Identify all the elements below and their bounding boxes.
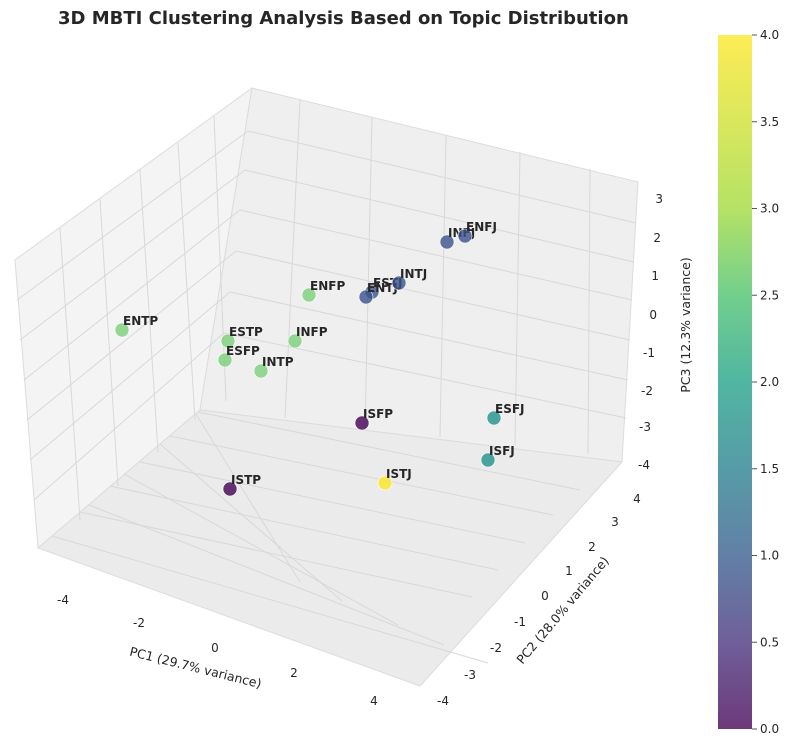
grid-lines (16, 99, 637, 664)
y-axis-ticks: -4 -3 -2 -1 0 1 2 34 (437, 492, 641, 708)
data-point-infp (287, 333, 303, 349)
data-point-label: INFP (296, 325, 328, 339)
data-point-label: ISFP (363, 407, 393, 421)
z-tick-label: -4 (638, 458, 650, 472)
y-tick-label: 4 (633, 492, 641, 506)
data-point-entj (358, 289, 374, 305)
z-tick-label: 1 (651, 269, 659, 283)
z-tick-label: -2 (641, 384, 653, 398)
data-point-intp (253, 363, 269, 379)
data-point-istj (377, 475, 393, 491)
data-point-label: ENTP (123, 314, 158, 328)
x-tick-label: -2 (133, 616, 145, 630)
data-point-label: ESTP (229, 325, 263, 339)
data-point-label: ISTP (231, 473, 261, 487)
data-point-infj (439, 234, 455, 250)
data-point-label: ESFP (226, 344, 260, 358)
data-point-enfp (301, 287, 317, 303)
data-point-intj (391, 275, 407, 291)
y-axis-label: PC2 (28.0% variance) (513, 553, 612, 666)
data-point-isfp (354, 415, 370, 431)
data-point-entp (114, 322, 130, 338)
data-point-isfj (480, 452, 496, 468)
colorbar-ticks: 4.0 3.5 3.0 2.5 2.0 1.5 1.0 0.5 0.0 (752, 28, 779, 736)
data-points: ENTPESTPESFPINTPINFPENFPESTJENTJINTJINFJ… (114, 220, 525, 497)
data-point-label: INTJ (400, 267, 427, 281)
data-point-label: INTP (262, 355, 294, 369)
data-point-enfj (457, 228, 473, 244)
x-tick-label: 2 (290, 666, 298, 680)
y-tick-label: -2 (490, 641, 502, 655)
data-point-estp (220, 333, 236, 349)
colorbar-tick-label: 0.5 (760, 635, 779, 649)
x-axis-ticks: -4 -2 0 2 4 (57, 593, 378, 708)
data-point-esfp (217, 352, 233, 368)
x-axis-label: PC1 (29.7% variance) (128, 644, 263, 691)
floor-pane (37, 409, 624, 687)
data-point-label: ENTJ (367, 281, 398, 295)
z-tick-label: 0 (649, 308, 657, 322)
y-tick-label: -4 (437, 694, 449, 708)
colorbar-tick-label: 2.0 (760, 375, 779, 389)
y-tick-label: 1 (565, 564, 573, 578)
x-tick-label: -4 (57, 593, 69, 607)
data-point-istp (222, 481, 238, 497)
data-point-esfj (486, 410, 502, 426)
z-axis-ticks: 3 2 1 0 -1 -2 -3 -4 (638, 192, 663, 472)
x-tick-label: 0 (211, 641, 219, 655)
colorbar (718, 35, 752, 729)
colorbar-tick-label: 3.5 (760, 115, 779, 129)
y-tick-label: -3 (464, 668, 476, 682)
colorbar-tick-label: 2.5 (760, 288, 779, 302)
z-tick-label: -1 (643, 346, 655, 360)
colorbar-tick-label: 1.5 (760, 462, 779, 476)
data-point-label: ESFJ (495, 402, 525, 416)
y-tick-label: 0 (541, 589, 549, 603)
z-tick-label: 3 (655, 192, 663, 206)
z-tick-label: -3 (639, 420, 651, 434)
z-axis-label: PC3 (12.3% variance) (678, 257, 693, 392)
colorbar-tick-label: 1.0 (760, 549, 779, 563)
x-tick-label: 4 (370, 694, 378, 708)
data-point-label: ENFP (310, 279, 345, 293)
y-tick-label: 3 (611, 515, 619, 529)
data-point-label: ENFJ (466, 220, 497, 234)
colorbar-tick-label: 4.0 (760, 28, 779, 42)
colorbar-tick-label: 3.0 (760, 202, 779, 216)
y-tick-label: -1 (514, 615, 526, 629)
colorbar-tick-label: 0.0 (760, 722, 779, 736)
chart-title: 3D MBTI Clustering Analysis Based on Top… (58, 8, 629, 29)
data-point-label: ISFJ (489, 444, 515, 458)
y-tick-label: 2 (588, 540, 596, 554)
z-tick-label: 2 (653, 231, 661, 245)
data-point-label: ISTJ (386, 467, 412, 481)
